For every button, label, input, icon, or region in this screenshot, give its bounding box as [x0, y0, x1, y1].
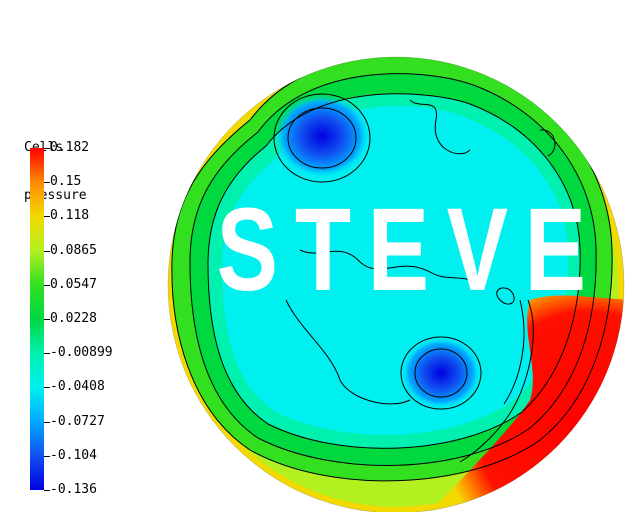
- colorbar-tick-mark: [44, 353, 50, 355]
- colorbar-tick-mark: [44, 250, 50, 252]
- low-pressure-core-lower: [401, 337, 481, 409]
- colorbar-tick-mark: [44, 182, 50, 184]
- colorbar-tick-label: -0.00899: [50, 345, 113, 361]
- interior-background: [222, 105, 569, 435]
- colorbar-tick-label: 0.15: [50, 174, 82, 190]
- colorbar-gradient: [30, 148, 44, 490]
- domain-boundary: [167, 56, 625, 512]
- colorbar-tick-label: -0.0408: [50, 379, 105, 395]
- colorbar-tick-mark: [44, 455, 50, 457]
- colorbar-tick-label: 0.0228: [50, 311, 97, 326]
- colorbar-tick-label: -0.136: [50, 482, 97, 497]
- colorbar-tick-mark: [44, 387, 50, 389]
- low-pressure-core-upper: [274, 94, 370, 178]
- colorbar-tick-mark: [44, 284, 50, 286]
- colorbar-tick-label: 0.0865: [50, 242, 97, 258]
- colorbar-tick-mark: [44, 216, 50, 218]
- colorbar-tick-mark: [44, 421, 50, 423]
- colorbar-tick-label: 0.0547: [50, 276, 97, 292]
- colorbar: [30, 148, 44, 490]
- colorbar-tick-label: 0.118: [50, 208, 90, 224]
- colorbar-tick-mark: [44, 490, 50, 491]
- contour-lines-high: [459, 287, 534, 463]
- colorbar-tick-label: -0.104: [50, 447, 97, 463]
- colorbar-tick-mark: [44, 319, 50, 320]
- colorbar-tick-mark: [44, 148, 50, 149]
- colorbar-tick-label: -0.0727: [50, 413, 105, 429]
- colorbar-tick-label: 0.182: [50, 140, 90, 155]
